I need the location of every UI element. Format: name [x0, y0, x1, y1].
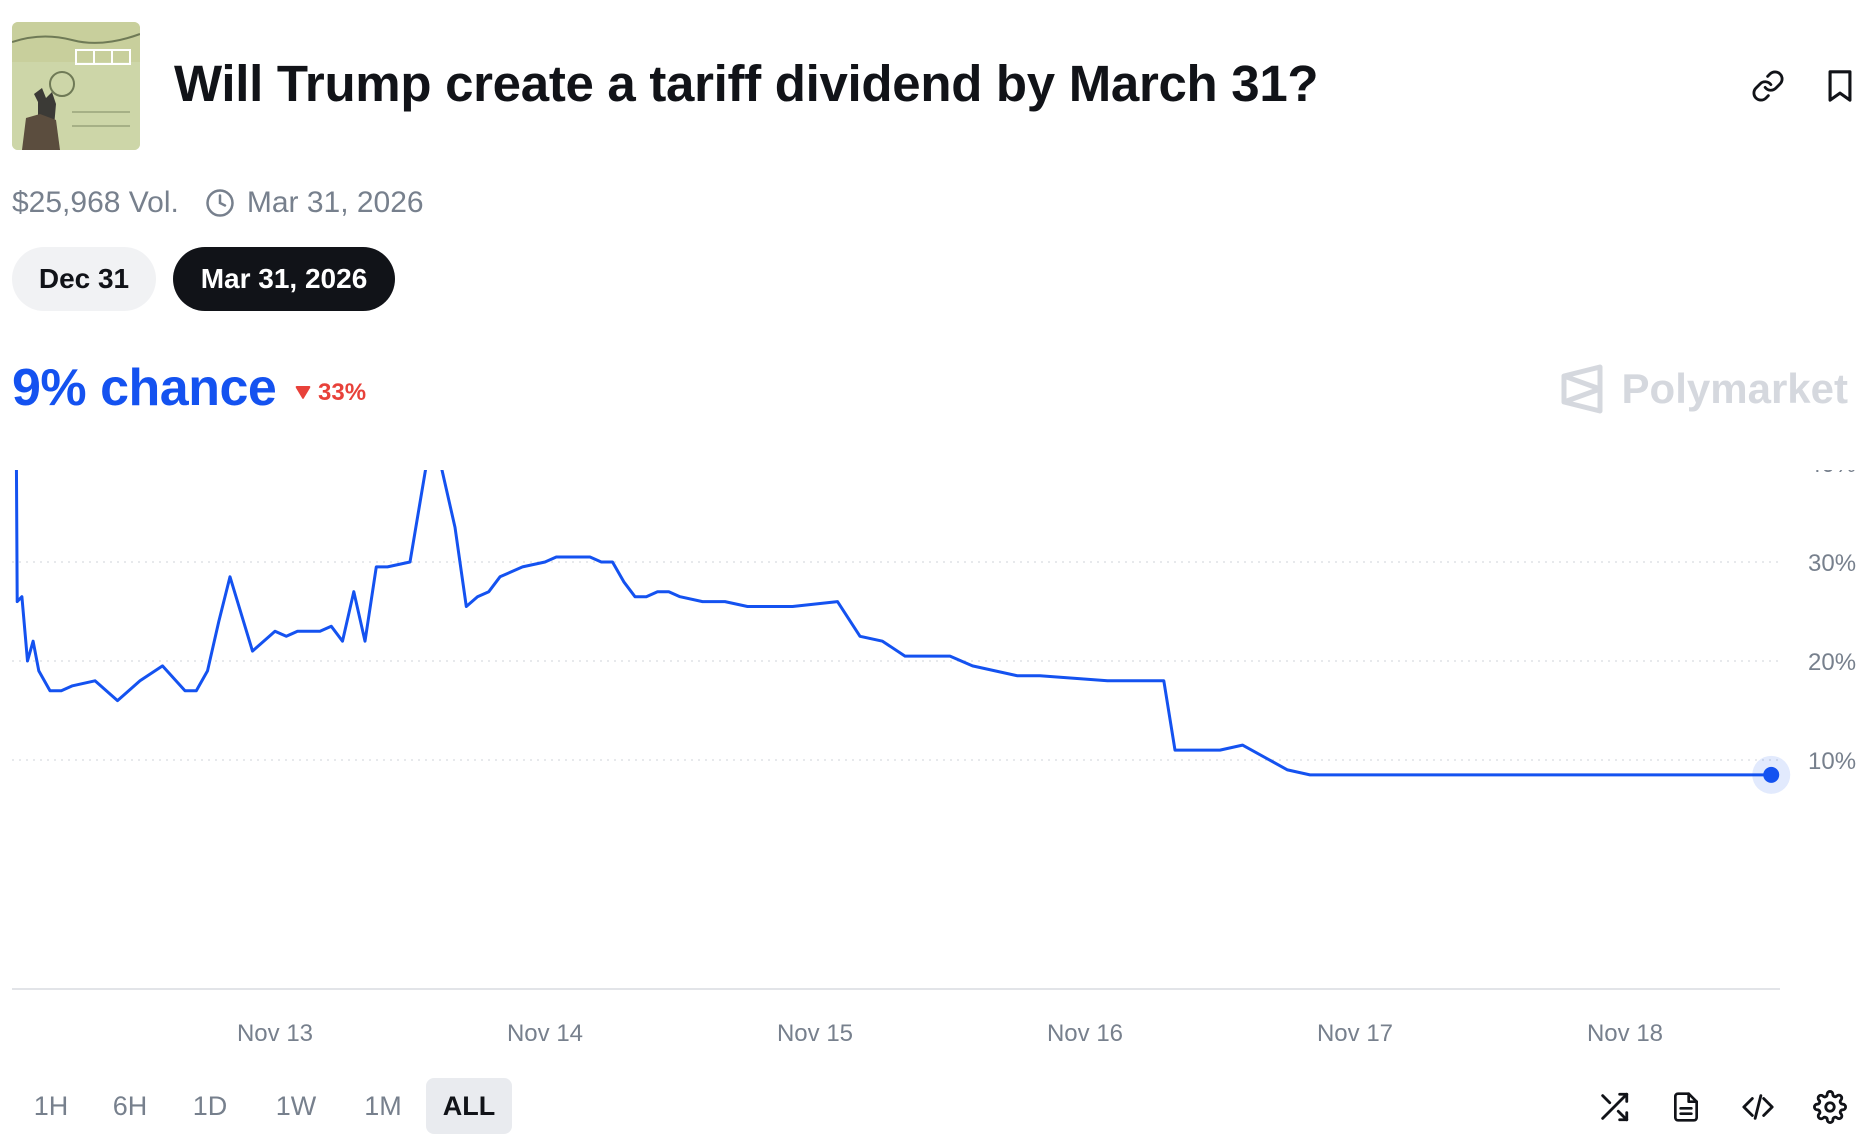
down-triangle-icon	[295, 386, 311, 399]
polymarket-watermark: Polymarket	[1560, 364, 1848, 414]
y-tick-label: 20%	[1808, 649, 1856, 676]
chance-delta: 33%	[294, 379, 366, 407]
current-point-marker	[1763, 766, 1780, 783]
volume-text: $25,968 Vol.	[12, 186, 179, 219]
document-icon[interactable]	[1664, 1085, 1708, 1129]
x-tick-label: Nov 17	[1317, 1020, 1393, 1047]
x-tick-label: Nov 13	[237, 1020, 313, 1047]
range-1d[interactable]: 1D	[192, 1090, 228, 1121]
series-line	[14, 470, 1773, 777]
range-all[interactable]: ALL	[426, 1078, 512, 1134]
settings-gear-icon[interactable]	[1808, 1085, 1852, 1129]
end-date-text: Mar 31, 2026	[246, 186, 424, 219]
copy-link-icon[interactable]	[1748, 66, 1788, 106]
code-icon[interactable]	[1736, 1085, 1780, 1129]
range-1m[interactable]: 1M	[364, 1090, 402, 1121]
x-tick-label: Nov 15	[777, 1020, 853, 1047]
market-thumbnail	[12, 22, 140, 150]
x-tick-label: Nov 18	[1587, 1020, 1663, 1047]
delta-value: 33%	[318, 379, 367, 406]
range-6h[interactable]: 6H	[112, 1090, 148, 1121]
y-tick-label: 10%	[1808, 748, 1856, 775]
shuffle-icon[interactable]	[1592, 1085, 1636, 1129]
bookmark-icon[interactable]	[1820, 66, 1860, 106]
brand-name: Polymarket	[1621, 365, 1848, 412]
market-meta: $25,968 Vol. Mar 31, 2026	[12, 186, 424, 220]
chart-gridlines	[12, 561, 1780, 761]
range-1w[interactable]: 1W	[275, 1090, 317, 1121]
date-tab-mar-31-2026[interactable]: Mar 31, 2026	[173, 247, 395, 311]
y-tick-label: 40%	[1808, 470, 1856, 478]
polymarket-logo-icon	[1561, 364, 1603, 414]
chance-value: 9% chance	[12, 359, 277, 417]
y-tick-label: 30%	[1808, 550, 1856, 577]
y-axis-ticks: 10% 20% 30% 40%	[1808, 470, 1856, 775]
x-tick-label: Nov 14	[507, 1020, 583, 1047]
treasury-check-image	[12, 22, 140, 150]
range-1h[interactable]: 1H	[33, 1090, 69, 1121]
date-tab-dec-31[interactable]: Dec 31	[12, 247, 156, 311]
x-tick-label: Nov 16	[1047, 1020, 1123, 1047]
x-axis-ticks: Nov 13 Nov 14 Nov 15 Nov 16 Nov 17 Nov 18	[237, 1020, 1663, 1047]
clock-icon	[205, 188, 235, 218]
market-title: Will Trump create a tariff dividend by M…	[174, 55, 1319, 112]
